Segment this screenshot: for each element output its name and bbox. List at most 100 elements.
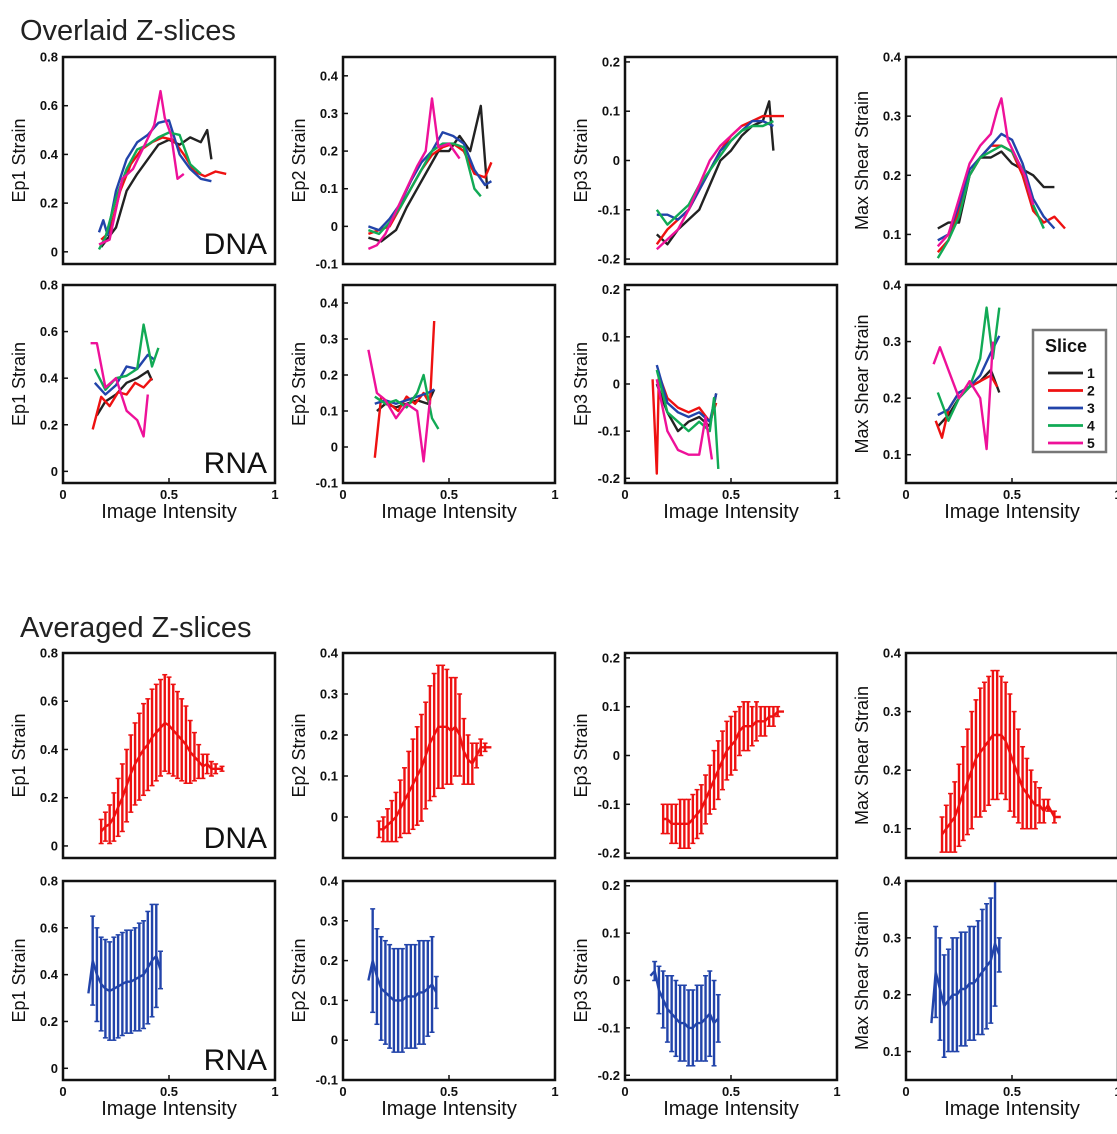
- plot-area: [367, 320, 440, 463]
- y-tick-label: 0.1: [320, 404, 338, 419]
- series: [936, 144, 1045, 259]
- plot-area: [930, 881, 1002, 1059]
- section-title-overlaid: Overlaid Z-slices: [20, 15, 236, 47]
- chart-panel: 0.1 0.2 0.3 0.4 0 0.5 1 Max Shear Strain Image I…: [852, 874, 1117, 1120]
- series-line: [93, 353, 155, 396]
- x-tick-label: 1: [551, 487, 558, 502]
- y-axis-label: Ep1 Strain: [9, 938, 29, 1022]
- plot-area: [97, 89, 227, 250]
- y-tick-label: 0.2: [883, 987, 901, 1002]
- y-tick-label: 0.6: [40, 98, 58, 113]
- series-line: [937, 132, 1056, 242]
- y-tick-label: 0.6: [40, 920, 58, 935]
- series-line: [941, 733, 1061, 836]
- legend-label: 4: [1087, 418, 1095, 434]
- series-line: [936, 144, 1045, 259]
- y-tick-label: 0.4: [40, 967, 59, 982]
- plot-area: [90, 323, 160, 438]
- x-axis-label: Image Intensity: [663, 1098, 799, 1120]
- y-tick-label: 0.3: [883, 704, 901, 719]
- x-tick-label: 0.5: [722, 487, 740, 502]
- x-tick-label: 0: [902, 1084, 909, 1099]
- panel-annotation: RNA: [204, 447, 267, 480]
- y-tick-label: 0.1: [883, 447, 901, 462]
- y-tick-label: 0: [51, 244, 58, 259]
- y-tick-label: 0.2: [40, 417, 58, 432]
- x-tick-label: 0.5: [160, 487, 178, 502]
- y-tick-label: 0: [613, 153, 620, 168]
- series: [367, 142, 482, 236]
- x-tick-label: 0: [59, 1084, 66, 1099]
- legend-label: 5: [1087, 435, 1095, 451]
- chart-panel: 0 0.1 0.2 0.3 0.4 Ep2 Strain: [289, 646, 557, 860]
- series-line: [936, 144, 1066, 253]
- plot-area: [376, 664, 492, 843]
- y-tick-label: -0.2: [598, 1068, 620, 1083]
- series: [97, 119, 212, 237]
- legend-entry: 2: [1048, 383, 1095, 399]
- series: [936, 97, 1035, 248]
- y-tick-label: -0.2: [598, 471, 620, 486]
- legend-entry: 1: [1048, 365, 1095, 381]
- legend-entry: 5: [1048, 435, 1095, 451]
- section-title-averaged: Averaged Z-slices: [20, 612, 252, 644]
- chart-panel: 0.1 0.2 0.3 0.4 0 0.5 1 Max Shear Strain Image I…: [852, 278, 1117, 523]
- plot-area: [87, 903, 164, 1041]
- legend-entry: 4: [1048, 418, 1095, 434]
- x-tick-label: 0.5: [160, 1084, 178, 1099]
- y-tick-label: 0.2: [883, 168, 901, 183]
- y-tick-label: 0.4: [883, 874, 902, 889]
- y-tick-label: 0: [613, 748, 620, 763]
- y-tick-label: 0.1: [320, 181, 338, 196]
- y-tick-label: 0.1: [883, 821, 901, 836]
- y-tick-label: 0.6: [40, 694, 58, 709]
- plot-frame: [904, 651, 1117, 860]
- series-line: [97, 119, 212, 237]
- series: [367, 908, 439, 1053]
- series-line: [91, 377, 153, 430]
- y-tick-label: 0.2: [602, 878, 620, 893]
- legend-label: 3: [1087, 400, 1095, 416]
- series: [93, 353, 155, 396]
- y-tick-label: 0.1: [883, 1044, 901, 1059]
- series-line: [379, 725, 492, 831]
- y-tick-label: 0: [51, 838, 58, 853]
- series: [93, 323, 160, 391]
- y-axis-label: Ep2 Strain: [289, 342, 309, 426]
- y-tick-label: -0.1: [316, 257, 338, 272]
- y-tick-label: 0.6: [40, 324, 58, 339]
- y-tick-label: 0.1: [602, 104, 620, 119]
- series-line: [98, 89, 185, 246]
- chart-panel: 0 0.2 0.4 0.6 0.8 0 0.5 1 Ep1 Strain Image Intens…: [9, 874, 279, 1121]
- y-tick-label: 0.8: [40, 874, 58, 889]
- y-tick-label: 0.1: [602, 699, 620, 714]
- plot-frame: [341, 55, 557, 266]
- x-tick-label: 1: [271, 1084, 278, 1099]
- y-tick-label: 0.4: [40, 147, 59, 162]
- series-line: [655, 379, 714, 460]
- plot-frame: [623, 55, 839, 266]
- y-axis-label: Max Shear Strain: [852, 314, 872, 453]
- y-tick-label: 0.4: [320, 874, 339, 889]
- y-tick-label: 0.3: [320, 687, 338, 702]
- y-tick-label: 0.2: [602, 282, 620, 297]
- y-tick-label: 0.8: [40, 278, 58, 293]
- plot-area: [939, 669, 1061, 853]
- y-tick-label: 0.1: [320, 769, 338, 784]
- series-line: [655, 369, 720, 469]
- series: [97, 131, 202, 250]
- y-tick-label: -0.1: [598, 1020, 620, 1035]
- y-axis-label: Ep3 Strain: [571, 118, 591, 202]
- chart-panel: -0.2 -0.1 0 0.1 0.2 0 0.5 1 Ep3 Strain Image Inte…: [571, 282, 841, 523]
- x-axis-label: Image Intensity: [944, 501, 1080, 523]
- plot-area: [932, 306, 1001, 451]
- plot-area: [936, 97, 1066, 259]
- y-tick-label: 0: [331, 1033, 338, 1048]
- y-tick-label: -0.1: [316, 1073, 338, 1088]
- x-tick-label: 1: [833, 1084, 840, 1099]
- chart-panel: -0.2 -0.1 0 0.1 0.2 Ep3 Strain: [571, 54, 839, 267]
- y-tick-label: 0.4: [883, 646, 902, 661]
- chart-panel: 0 0.2 0.4 0.6 0.8 Ep1 Strain DNA: [9, 646, 277, 860]
- series: [649, 960, 721, 1067]
- x-tick-label: 0.5: [440, 487, 458, 502]
